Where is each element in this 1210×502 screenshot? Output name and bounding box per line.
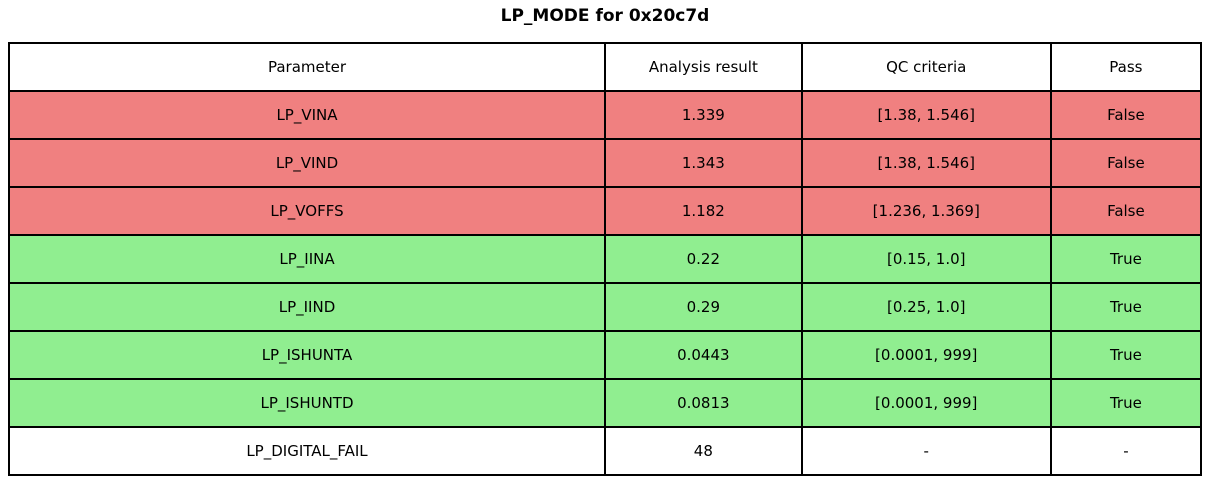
- table-row: LP_IIND 0.29 [0.25, 1.0] True: [8, 282, 1203, 332]
- parameter-cell: LP_IIND: [8, 282, 606, 332]
- qc-criteria-cell: [1.236, 1.369]: [800, 186, 1052, 236]
- page-title: LP_MODE for 0x20c7d: [500, 6, 710, 26]
- analysis-result-cell: 1.343: [604, 138, 803, 188]
- analysis-result-cell: 1.182: [604, 186, 803, 236]
- parameter-cell: LP_IINA: [8, 234, 606, 284]
- table-row: LP_VIND 1.343 [1.38, 1.546] False: [8, 138, 1203, 188]
- qc-criteria-cell: [0.0001, 999]: [800, 330, 1052, 380]
- qc-criteria-cell: [0.15, 1.0]: [800, 234, 1052, 284]
- analysis-result-cell: 48: [604, 426, 803, 476]
- header-row: Parameter Analysis result QC criteria Pa…: [8, 42, 1203, 92]
- qc-criteria-cell: [0.0001, 999]: [800, 378, 1052, 428]
- column-header-parameter: Parameter: [8, 42, 606, 92]
- analysis-result-cell: 1.339: [604, 90, 803, 140]
- pass-cell: True: [1049, 378, 1203, 428]
- pass-cell: True: [1049, 282, 1203, 332]
- table-row: LP_ISHUNTD 0.0813 [0.0001, 999] True: [8, 378, 1203, 428]
- parameter-cell: LP_VINA: [8, 90, 606, 140]
- parameter-cell: LP_VIND: [8, 138, 606, 188]
- qc-table: Parameter Analysis result QC criteria Pa…: [8, 42, 1203, 476]
- parameter-cell: LP_ISHUNTA: [8, 330, 606, 380]
- table-row: LP_ISHUNTA 0.0443 [0.0001, 999] True: [8, 330, 1203, 380]
- pass-cell: False: [1049, 186, 1203, 236]
- pass-cell: False: [1049, 138, 1203, 188]
- pass-cell: True: [1049, 234, 1203, 284]
- table-row: LP_VINA 1.339 [1.38, 1.546] False: [8, 90, 1203, 140]
- table-body: LP_VINA 1.339 [1.38, 1.546] False LP_VIND 1.3…: [8, 90, 1203, 476]
- column-header-analysis-result: Analysis result: [604, 42, 803, 92]
- analysis-result-cell: 0.22: [604, 234, 803, 284]
- pass-cell: -: [1049, 426, 1203, 476]
- qc-criteria-cell: [0.25, 1.0]: [800, 282, 1052, 332]
- analysis-result-cell: 0.0443: [604, 330, 803, 380]
- analysis-result-cell: 0.0813: [604, 378, 803, 428]
- qc-criteria-cell: [1.38, 1.546]: [800, 90, 1052, 140]
- qc-criteria-cell: [1.38, 1.546]: [800, 138, 1052, 188]
- table-row: LP_VOFFS 1.182 [1.236, 1.369] False: [8, 186, 1203, 236]
- parameter-cell: LP_DIGITAL_FAIL: [8, 426, 606, 476]
- pass-cell: True: [1049, 330, 1203, 380]
- analysis-result-cell: 0.29: [604, 282, 803, 332]
- table-header: Parameter Analysis result QC criteria Pa…: [8, 42, 1203, 92]
- parameter-cell: LP_ISHUNTD: [8, 378, 606, 428]
- column-header-pass: Pass: [1049, 42, 1203, 92]
- table-row: LP_IINA 0.22 [0.15, 1.0] True: [8, 234, 1203, 284]
- parameter-cell: LP_VOFFS: [8, 186, 606, 236]
- table-row: LP_DIGITAL_FAIL 48- -: [8, 426, 1203, 476]
- pass-cell: False: [1049, 90, 1203, 140]
- qc-criteria-cell: -: [800, 426, 1052, 476]
- column-header-qc-criteria: QC criteria: [800, 42, 1052, 92]
